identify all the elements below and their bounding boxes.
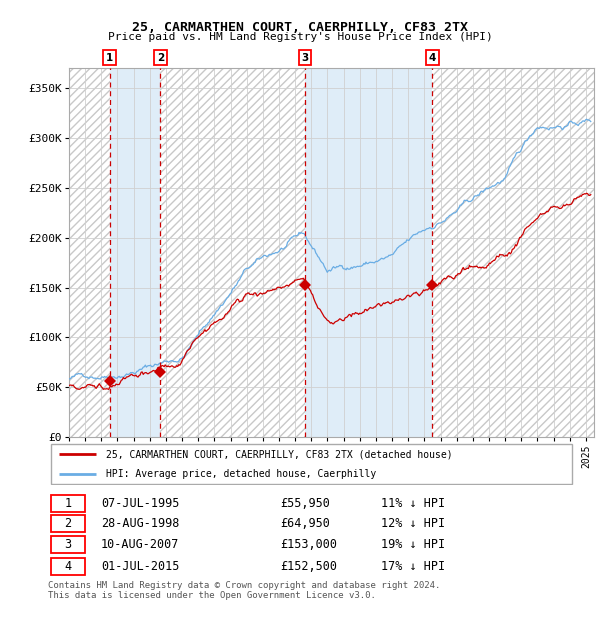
Text: Price paid vs. HM Land Registry's House Price Index (HPI): Price paid vs. HM Land Registry's House …	[107, 32, 493, 42]
Text: 3: 3	[301, 53, 308, 63]
Bar	[433, 68, 594, 437]
FancyBboxPatch shape	[50, 495, 85, 512]
Bar	[160, 68, 305, 437]
Text: 25, CARMARTHEN COURT, CAERPHILLY, CF83 2TX: 25, CARMARTHEN COURT, CAERPHILLY, CF83 2…	[132, 21, 468, 34]
Text: 19% ↓ HPI: 19% ↓ HPI	[380, 538, 445, 551]
Bar	[433, 68, 594, 437]
Text: £152,500: £152,500	[280, 560, 337, 573]
Text: 12% ↓ HPI: 12% ↓ HPI	[380, 518, 445, 530]
Text: 10-AUG-2007: 10-AUG-2007	[101, 538, 179, 551]
Text: 4: 4	[64, 560, 71, 573]
Text: 1: 1	[106, 53, 113, 63]
Text: £55,950: £55,950	[280, 497, 330, 510]
Text: 3: 3	[64, 538, 71, 551]
Text: Contains HM Land Registry data © Crown copyright and database right 2024.
This d: Contains HM Land Registry data © Crown c…	[48, 581, 440, 600]
FancyBboxPatch shape	[50, 557, 85, 575]
Text: 11% ↓ HPI: 11% ↓ HPI	[380, 497, 445, 510]
FancyBboxPatch shape	[50, 515, 85, 533]
Text: 4: 4	[429, 53, 436, 63]
Text: 1: 1	[64, 497, 71, 510]
Bar	[69, 68, 110, 437]
Text: 25, CARMARTHEN COURT, CAERPHILLY, CF83 2TX (detached house): 25, CARMARTHEN COURT, CAERPHILLY, CF83 2…	[106, 450, 453, 459]
Bar	[305, 68, 433, 437]
Bar	[69, 68, 110, 437]
Bar	[160, 68, 305, 437]
Text: 01-JUL-2015: 01-JUL-2015	[101, 560, 179, 573]
Text: £64,950: £64,950	[280, 518, 330, 530]
Bar	[110, 68, 160, 437]
Text: 2: 2	[64, 518, 71, 530]
Text: 17% ↓ HPI: 17% ↓ HPI	[380, 560, 445, 573]
Text: £153,000: £153,000	[280, 538, 337, 551]
FancyBboxPatch shape	[50, 443, 572, 484]
Text: HPI: Average price, detached house, Caerphilly: HPI: Average price, detached house, Caer…	[106, 469, 376, 479]
Text: 07-JUL-1995: 07-JUL-1995	[101, 497, 179, 510]
Text: 28-AUG-1998: 28-AUG-1998	[101, 518, 179, 530]
FancyBboxPatch shape	[50, 536, 85, 553]
Text: 2: 2	[157, 53, 164, 63]
